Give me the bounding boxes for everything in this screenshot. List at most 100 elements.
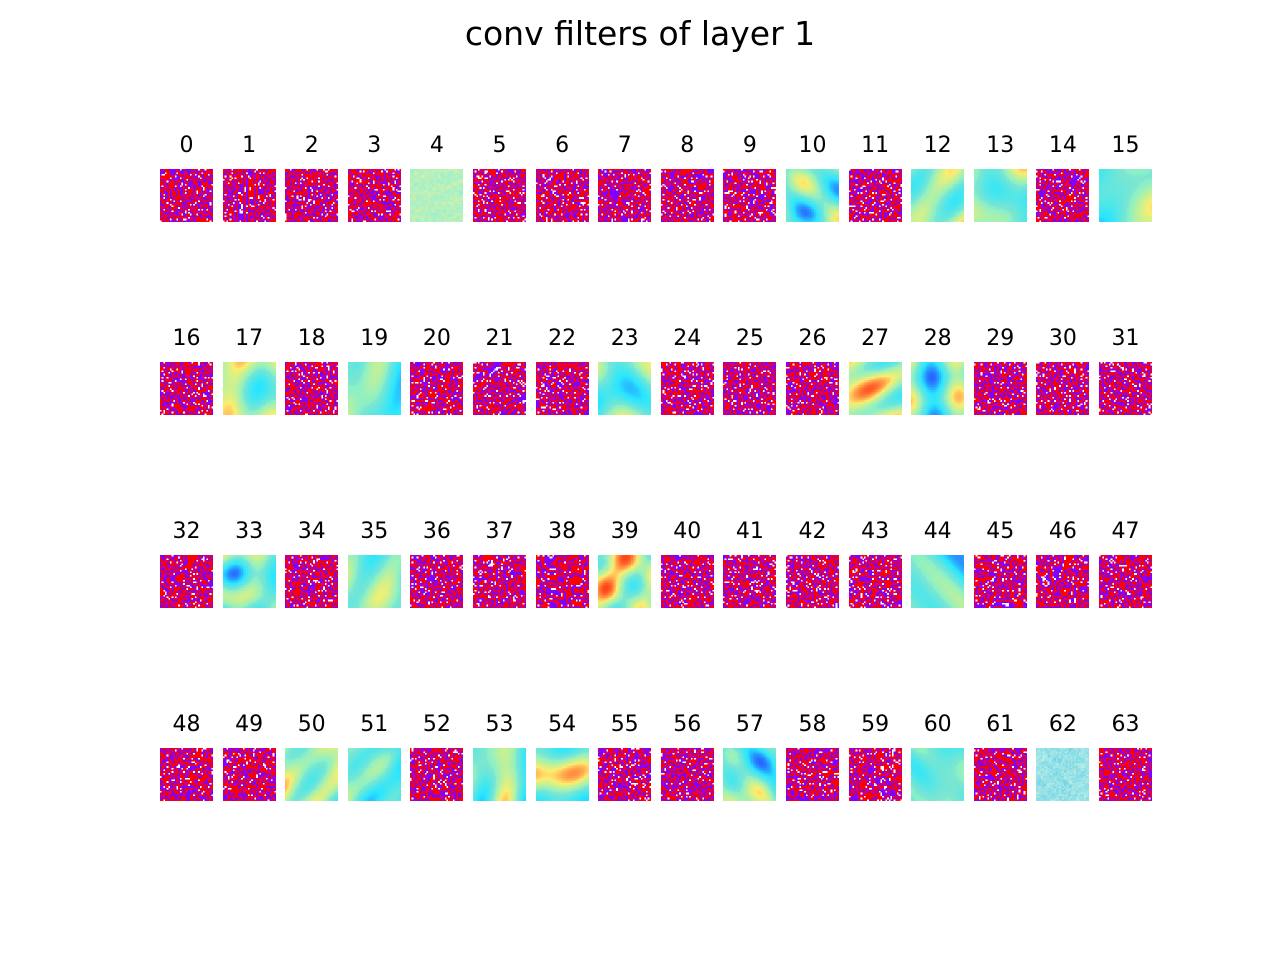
filter-image: [973, 362, 1027, 415]
filter-label: 34: [297, 519, 326, 544]
filter-image: [473, 362, 526, 415]
filter-image: [410, 748, 464, 801]
filter-image: [535, 555, 589, 608]
filter-image: [911, 555, 965, 608]
filter-label: 15: [1111, 133, 1140, 158]
filter-image: [723, 555, 777, 608]
filter-image: [473, 169, 526, 222]
filter-image: [1099, 748, 1152, 801]
filter-label: 43: [861, 519, 890, 544]
filter-image: [911, 748, 965, 801]
filter-label: 10: [798, 133, 827, 158]
filter-label: 40: [673, 519, 702, 544]
filter-image: [786, 555, 839, 608]
filter-image: [285, 748, 339, 801]
filter-label: 59: [861, 712, 890, 737]
filter-label: 41: [735, 519, 764, 544]
filter-image: [410, 362, 464, 415]
filter-label: 47: [1111, 519, 1140, 544]
filter-label: 24: [673, 326, 702, 351]
filter-label: 2: [304, 133, 319, 158]
filter-image: [473, 748, 526, 801]
filter-image: [1099, 362, 1152, 415]
filter-label: 26: [798, 326, 827, 351]
filter-label: 21: [485, 326, 514, 351]
filter-image: [410, 169, 464, 222]
filter-image: [535, 362, 589, 415]
filter-image: [723, 748, 777, 801]
filter-label: 19: [360, 326, 389, 351]
filter-image: [598, 169, 652, 222]
filter-label: 29: [986, 326, 1015, 351]
filter-image: [160, 748, 213, 801]
filter-label: 53: [485, 712, 514, 737]
filter-label: 45: [986, 519, 1015, 544]
filter-label: 5: [492, 133, 507, 158]
filter-label: 22: [548, 326, 577, 351]
filter-label: 57: [735, 712, 764, 737]
filter-label: 38: [548, 519, 577, 544]
filter-image: [347, 748, 401, 801]
filter-image: [160, 169, 213, 222]
filter-image: [535, 748, 589, 801]
filter-label: 49: [235, 712, 264, 737]
filter-image: [598, 748, 652, 801]
filter-label: 58: [798, 712, 827, 737]
filter-label: 63: [1111, 712, 1140, 737]
filter-label: 1: [242, 133, 257, 158]
filter-label: 7: [617, 133, 632, 158]
filter-image: [1036, 362, 1090, 415]
filter-image: [222, 748, 276, 801]
filter-image: [660, 748, 714, 801]
filter-image: [973, 169, 1027, 222]
filter-label: 18: [297, 326, 326, 351]
filter-label: 9: [742, 133, 757, 158]
filter-label: 44: [923, 519, 952, 544]
filter-image: [1036, 748, 1090, 801]
filter-label: 11: [861, 133, 890, 158]
figure-title: conv filters of layer 1: [464, 14, 816, 53]
filter-label: 55: [610, 712, 639, 737]
filter-image: [160, 555, 213, 608]
filter-image: [786, 169, 839, 222]
filter-image: [723, 169, 777, 222]
filter-label: 12: [923, 133, 952, 158]
filter-image: [848, 748, 902, 801]
filter-label: 6: [555, 133, 570, 158]
filter-label: 39: [610, 519, 639, 544]
filter-label: 36: [422, 519, 451, 544]
filter-label: 48: [172, 712, 201, 737]
filter-image: [973, 555, 1027, 608]
filter-image: [410, 555, 464, 608]
filter-label: 62: [1048, 712, 1077, 737]
filter-image: [535, 169, 589, 222]
filter-image: [660, 555, 714, 608]
filter-image: [786, 362, 839, 415]
filter-label: 52: [422, 712, 451, 737]
filter-label: 42: [798, 519, 827, 544]
filter-image: [222, 362, 276, 415]
filter-image: [347, 555, 401, 608]
filter-label: 25: [735, 326, 764, 351]
filter-image: [598, 555, 652, 608]
filter-label: 27: [861, 326, 890, 351]
filter-image: [660, 362, 714, 415]
filter-label: 50: [297, 712, 326, 737]
filter-label: 4: [429, 133, 444, 158]
filter-label: 28: [923, 326, 952, 351]
filter-image: [285, 555, 339, 608]
filter-image: [222, 555, 276, 608]
filter-image: [1036, 555, 1090, 608]
filter-label: 32: [172, 519, 201, 544]
filter-label: 0: [179, 133, 194, 158]
filter-image: [911, 169, 965, 222]
filter-image: [222, 169, 276, 222]
filter-image: [973, 748, 1027, 801]
filter-label: 33: [235, 519, 264, 544]
filter-image: [347, 362, 401, 415]
filter-label: 35: [360, 519, 389, 544]
filter-label: 61: [986, 712, 1015, 737]
filter-label: 8: [680, 133, 695, 158]
filter-image: [347, 169, 401, 222]
filter-label: 14: [1048, 133, 1077, 158]
